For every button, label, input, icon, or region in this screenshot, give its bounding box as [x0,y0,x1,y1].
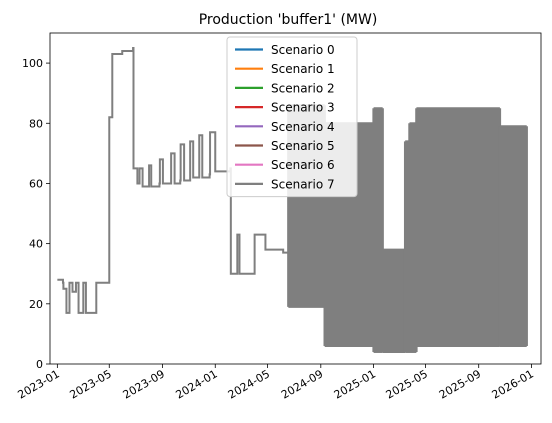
dense-region-2 [372,108,384,352]
axes-frame [49,32,542,365]
dense-region-0 [287,105,326,307]
dense-region-3 [381,249,407,352]
legend-label: Scenario 2 [271,81,335,95]
y-tick-label: 60 [29,177,43,190]
legend-label: Scenario 0 [271,43,335,57]
y-axis: 0 20 40 60 80 100 [22,57,50,371]
y-tick-label: 100 [22,57,43,70]
dense-region-6 [415,108,502,346]
y-tick-label: 80 [29,117,43,130]
legend-label: Scenario 5 [271,139,335,153]
dense-data-layer [287,104,528,353]
legend-label: Scenario 1 [271,62,335,76]
legend-label: Scenario 7 [271,177,335,191]
dense-region-1 [323,123,375,346]
dense-region-7 [498,126,528,346]
legend-label: Scenario 3 [271,101,335,115]
legend-label: Scenario 4 [271,120,335,134]
legend-label: Scenario 6 [271,158,335,172]
legend-box [226,36,358,198]
y-tick-label: 20 [29,298,43,311]
legend: Scenario 0 Scenario 1 Scenario 2 Scenario 3… [226,36,358,198]
chart-title: Production 'buffer1' (MW) [199,12,378,28]
y-tick-label: 0 [36,358,43,371]
y-tick-label: 40 [29,238,43,251]
